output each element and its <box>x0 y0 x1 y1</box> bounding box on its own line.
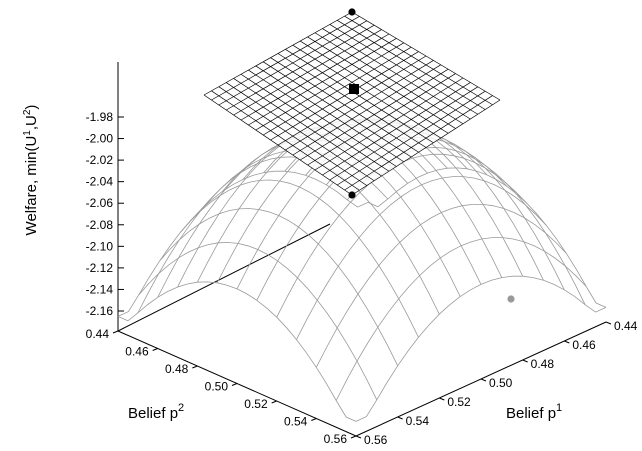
p2-tick <box>311 418 317 421</box>
curved-surface-line <box>117 281 357 422</box>
p1-tick <box>605 321 612 325</box>
z-tick-label: -2.14 <box>86 282 114 296</box>
plane-grid-line <box>292 44 441 139</box>
curved-surface-line <box>201 156 440 315</box>
plane-grid-line <box>329 24 478 115</box>
plane-grid-line <box>307 73 456 166</box>
z-axis-ticks: -1.98 -2.00 -2.02 -2.04 -2.06 -2.08 -2.10 -2.12… <box>86 110 124 318</box>
p2-tick <box>231 383 238 386</box>
curved-surface-line <box>335 237 587 401</box>
plane-grid-line <box>277 55 427 146</box>
z-tick-label: -2.06 <box>86 196 114 210</box>
curved-surface-line <box>180 179 419 338</box>
p1-tick <box>564 340 570 344</box>
p2-tick-label: 0.54 <box>284 415 308 429</box>
p1-tick-label: 0.54 <box>406 414 430 428</box>
p2-tick <box>152 348 158 351</box>
plane-grid-line <box>285 60 434 151</box>
z-tick-label: -1.98 <box>86 110 114 124</box>
p2-tick-label: 0.52 <box>244 397 268 411</box>
plane-grid-line <box>337 20 486 110</box>
curved-surface-line <box>296 176 547 340</box>
plane-grid-line <box>337 90 486 186</box>
p2-axis-ticks: 0.44 0.46 0.48 0.50 0.52 0.54 0.56 <box>86 327 357 446</box>
p1-axis-ticks: 0.44 0.46 0.48 0.50 0.52 0.54 0.56 <box>355 319 638 447</box>
plane-face <box>204 12 500 195</box>
p1-tick-label: 0.44 <box>614 319 638 333</box>
plane-grid-line <box>307 36 456 129</box>
p2-tick-label: 0.46 <box>125 345 149 359</box>
floor-back-line <box>117 223 331 332</box>
z-tick-label: -2.00 <box>86 132 114 146</box>
p1-axis-label-main: Belief p <box>506 405 556 422</box>
plane-grid-line <box>300 68 449 161</box>
plane-grid-line <box>329 86 478 181</box>
plane-grid-line <box>351 11 501 101</box>
p2-tick <box>192 365 198 369</box>
z-axis-label-sup1: 1 <box>22 130 33 136</box>
p2-axis-label-sup: 2 <box>178 402 184 414</box>
z-tick-label: -2.10 <box>86 239 114 253</box>
z-tick-label: -2.08 <box>86 218 114 232</box>
curved-surface-line <box>315 204 567 368</box>
p1-tick-label: 0.50 <box>489 376 513 390</box>
p1-axis-label: Belief p1 <box>506 402 562 422</box>
plane-grid-line <box>314 32 464 125</box>
p2-tick <box>271 400 277 404</box>
plane-grid-line <box>285 49 434 144</box>
plane-grid-line <box>344 95 493 191</box>
plane-grid-line <box>322 28 471 120</box>
p1-tick-label: 0.56 <box>364 433 388 447</box>
data-points <box>348 8 515 303</box>
p1-tick <box>397 416 403 420</box>
p1-axis-label-sup: 1 <box>556 402 562 414</box>
p2-axis-label: Belief p2 <box>128 402 184 422</box>
point-circle-marker <box>348 191 356 199</box>
z-axis-label-end: ) <box>23 105 40 110</box>
p2-tick-label: 0.44 <box>86 327 110 341</box>
z-tick-label: -2.02 <box>86 153 114 167</box>
p1-tick <box>480 378 487 382</box>
p1-tick-label: 0.46 <box>572 338 596 352</box>
plane-grid-line <box>322 82 471 176</box>
plane-grid-line <box>314 77 464 171</box>
plane-grid-line <box>351 99 501 196</box>
p2-tick-label: 0.56 <box>324 432 348 446</box>
z-tick-label: -2.16 <box>86 304 114 318</box>
z-axis-label-main: Welfare, min(U <box>23 136 40 236</box>
p1-tick-label: 0.48 <box>531 357 555 371</box>
p1-tick <box>355 435 362 439</box>
curved-surface-line <box>355 275 607 422</box>
point-square-marker <box>349 84 359 94</box>
p2-tick-label: 0.50 <box>205 380 229 394</box>
curved-surface-line <box>159 208 399 366</box>
p2-tick-label: 0.48 <box>165 362 189 376</box>
z-axis-label: Welfare, min(U1,U2) <box>22 105 40 236</box>
z-tick-label: -2.04 <box>86 175 114 189</box>
plane-surface <box>203 11 501 196</box>
p1-tick <box>439 397 445 401</box>
point-circle-marker <box>507 295 515 303</box>
p2-tick <box>112 330 119 334</box>
p2-tick <box>350 435 357 439</box>
p2-axis-label-main: Belief p <box>128 405 178 422</box>
z-axis-label-mid: ,U <box>23 115 40 130</box>
p1-tick-label: 0.52 <box>447 395 471 409</box>
p1-tick <box>522 359 528 363</box>
curved-surface-line <box>367 167 607 308</box>
point-circle-marker <box>348 8 356 16</box>
z-tick-label: -2.12 <box>86 261 114 275</box>
plane-grid-line <box>300 40 449 134</box>
plane-grid-line <box>292 64 441 156</box>
curved-surface-line <box>117 170 369 317</box>
plane-grid-line <box>344 15 493 106</box>
z-axis-label-sup2: 2 <box>22 109 33 115</box>
